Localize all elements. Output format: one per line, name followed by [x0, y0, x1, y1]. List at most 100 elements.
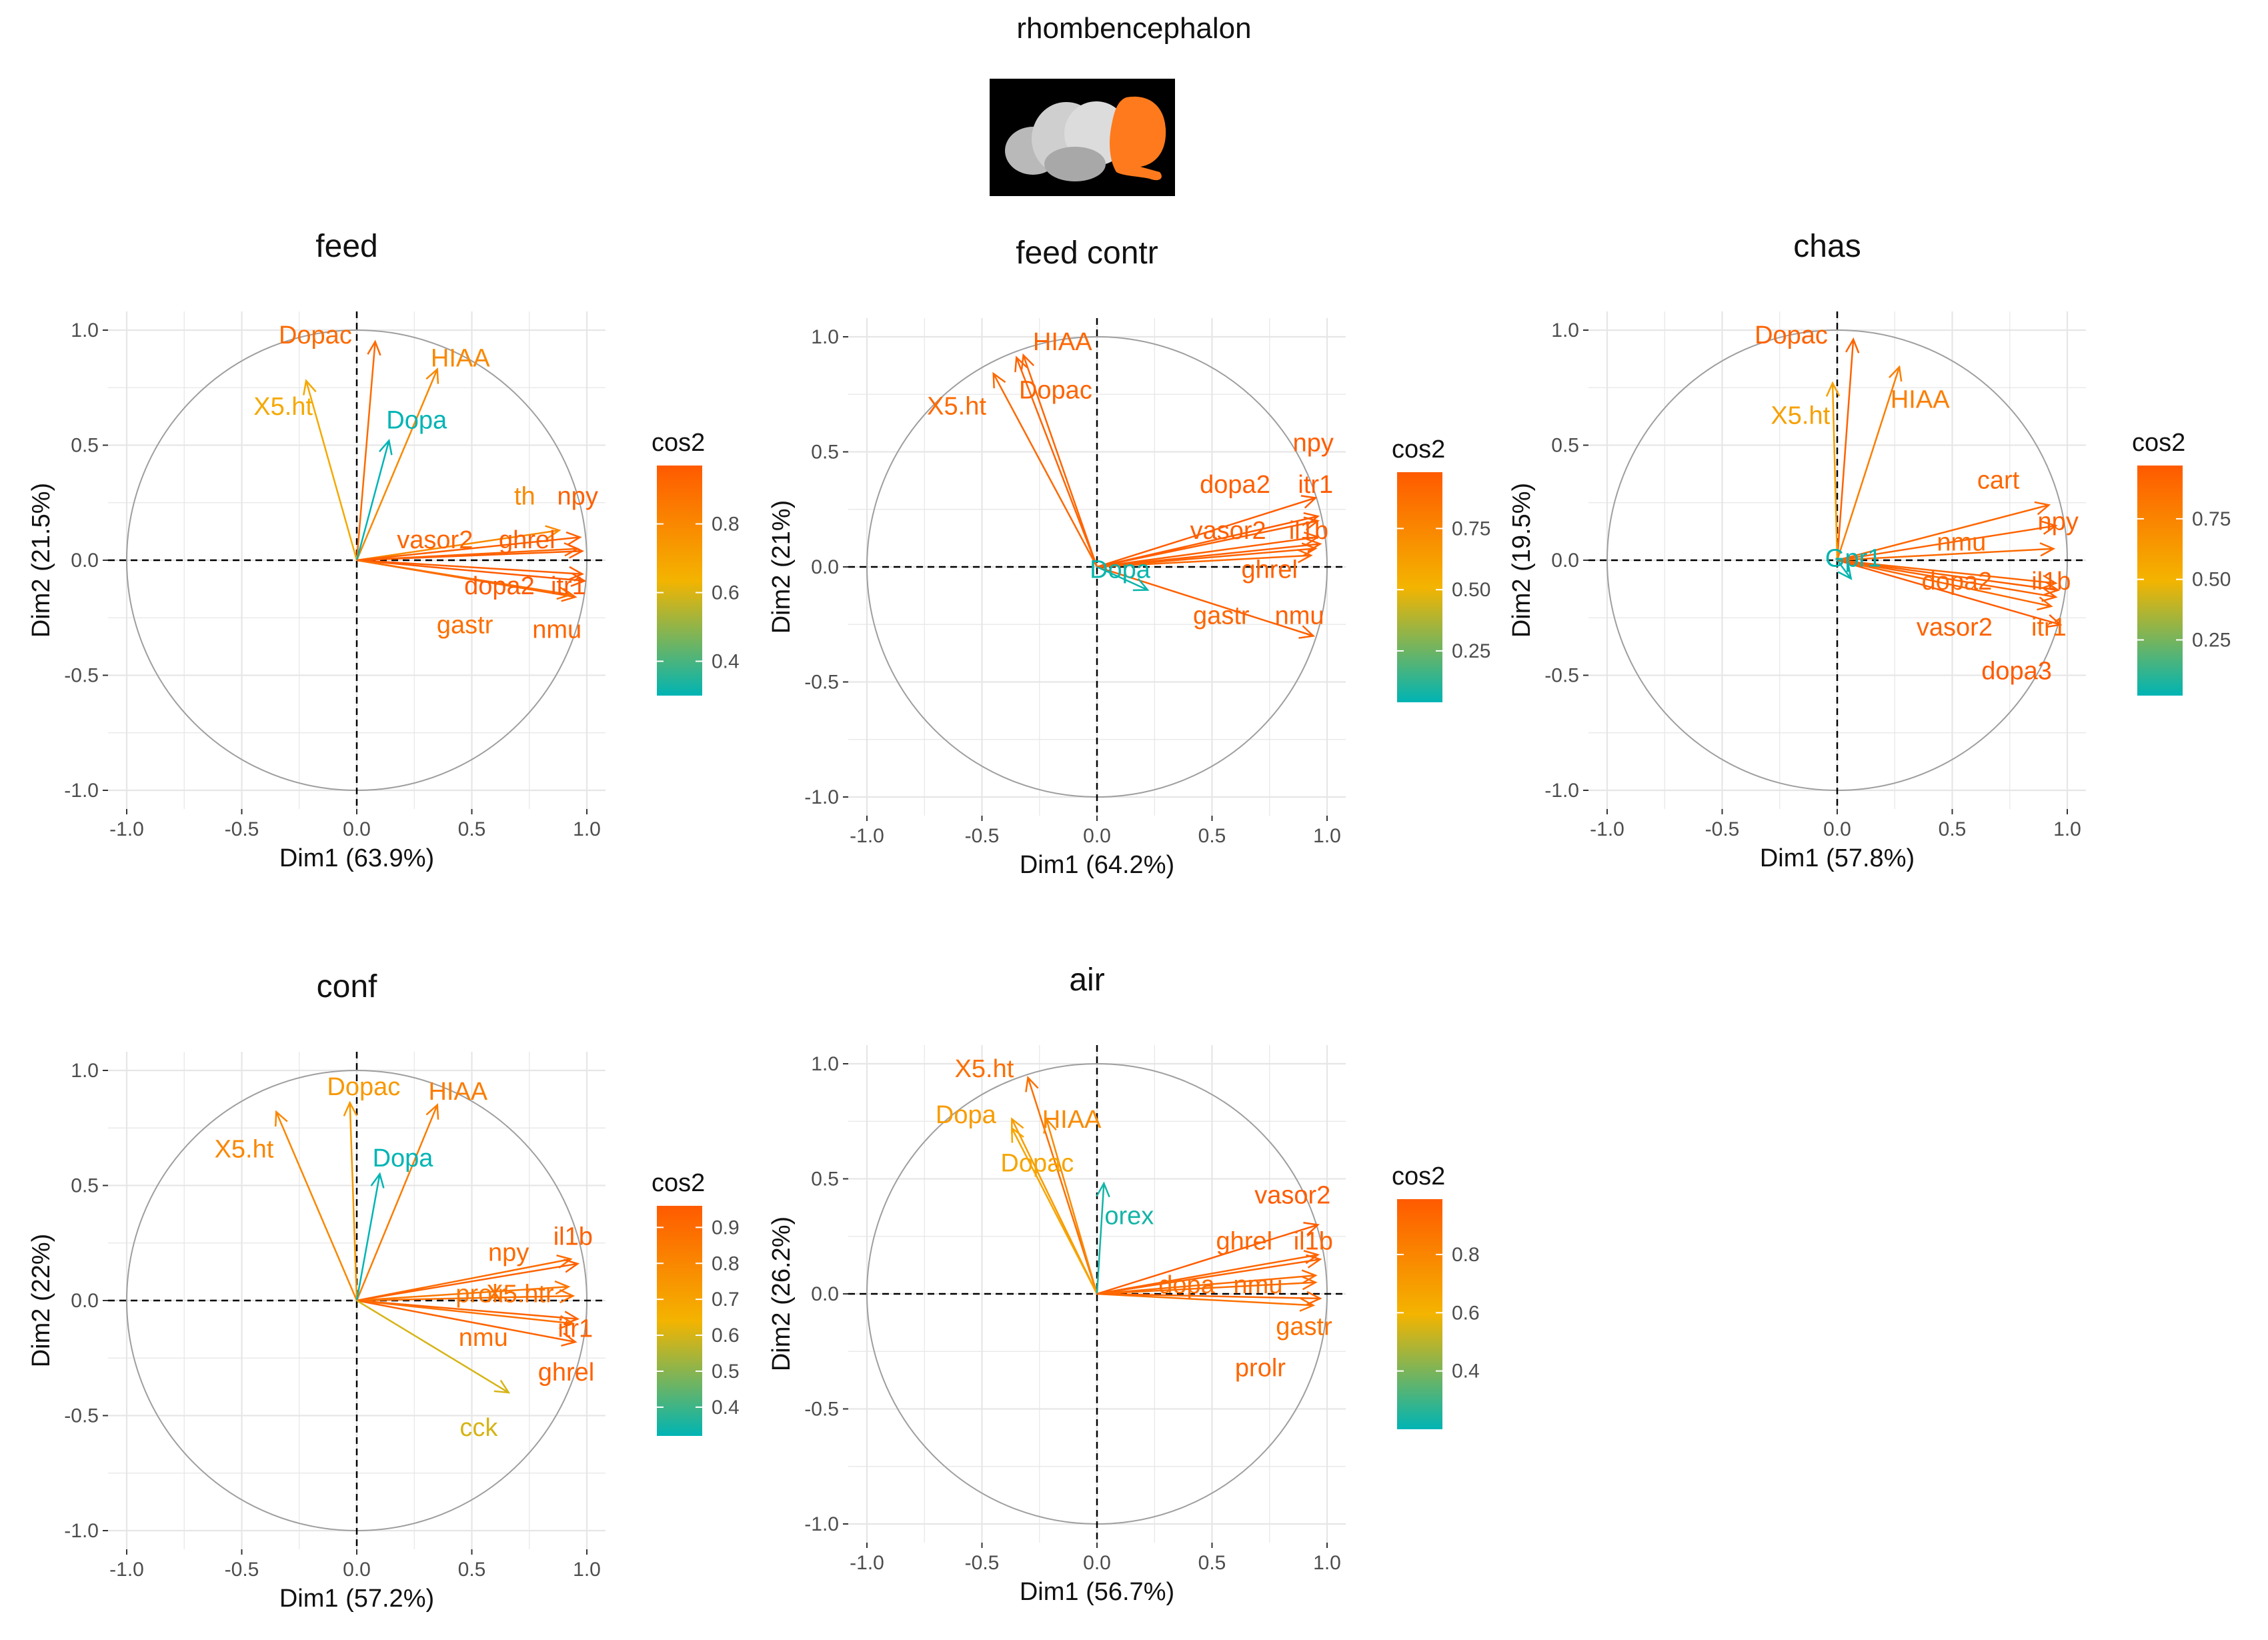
- variable-arrow: [1016, 357, 1098, 568]
- variable-arrowhead: [1306, 1291, 1322, 1306]
- legend-tick-label: 0.4: [712, 651, 740, 673]
- panel-chas: chas -1.0 -0.5 0.0 0.5 1.0 -1.0 -0.5 0.0 0.5 1.0 D…: [1480, 213, 2231, 907]
- y-tick-label: 0.0: [71, 550, 99, 572]
- variable-arrow: [355, 341, 376, 561]
- variable-arrow: [1096, 1293, 1314, 1307]
- variable-label: npy: [557, 482, 598, 510]
- legend-colorbar: [2137, 466, 2183, 696]
- x-axis-label: Dim1 (56.7%): [1020, 1578, 1174, 1606]
- variable-arrow: [356, 1299, 509, 1394]
- x-tick-label: -1.0: [850, 1552, 884, 1574]
- variable-label: X5.ht: [215, 1135, 274, 1163]
- variable-arrowhead: [556, 1255, 573, 1269]
- y-axis-label: Dim2 (22%): [27, 1234, 55, 1368]
- hypothalamus-shape: [1044, 147, 1106, 181]
- variable-arrowhead: [1011, 1126, 1024, 1143]
- variable-arrow: [1837, 559, 2056, 598]
- variable-arrowhead: [1300, 495, 1318, 509]
- x-axis-label: Dim1 (57.8%): [1760, 844, 1915, 872]
- variable-label: HIAA: [1891, 386, 1950, 414]
- variable-arrow: [1096, 1224, 1318, 1295]
- variable-arrowhead: [2034, 501, 2051, 516]
- y-axis-label: Dim2 (26.2%): [768, 1216, 796, 1371]
- variable-arrow: [355, 1174, 381, 1301]
- variable-arrowhead: [2041, 520, 2058, 535]
- y-tick-label: -0.5: [804, 672, 839, 694]
- y-tick-label: -0.5: [64, 1405, 99, 1427]
- variable-arrow: [1837, 548, 2054, 562]
- variable-label: itr1: [557, 1315, 593, 1343]
- variable-label: X5.ht: [1771, 402, 1830, 430]
- variable-arrow: [356, 1299, 574, 1325]
- variable-arrow: [356, 550, 583, 562]
- variable-arrow: [356, 1286, 569, 1302]
- variable-arrowhead: [554, 1280, 571, 1295]
- variable-label: itr1: [2031, 614, 2067, 642]
- variable-arrowhead: [378, 438, 393, 456]
- variable-arrowhead: [2041, 588, 2058, 602]
- variable-arrow: [356, 1263, 578, 1302]
- variable-label: nmu: [532, 616, 582, 644]
- legend-tick-label: 0.8: [1452, 1244, 1480, 1266]
- x-tick-label: -0.5: [225, 818, 259, 840]
- variable-arrowhead: [1025, 1075, 1039, 1092]
- variable-arrow: [356, 1295, 574, 1302]
- x-tick-label: 1.0: [1313, 1552, 1341, 1574]
- legend-colorbar: [1397, 1199, 1442, 1429]
- x-tick-label: 0.5: [458, 1559, 486, 1581]
- variable-arrowhead: [1014, 355, 1028, 373]
- legend-tick-label: 0.5: [712, 1361, 740, 1383]
- variable-arrowhead: [563, 1259, 580, 1273]
- y-tick-label: 0.5: [811, 442, 839, 464]
- x-tick-label: 0.0: [343, 1559, 371, 1581]
- variable-arrow: [1096, 566, 1148, 591]
- panel-title: conf: [316, 969, 377, 1004]
- y-axis-label: Dim2 (21%): [768, 500, 796, 634]
- correlation-circle-chart: -1.0 -0.5 0.0 0.5 1.0 -1.0 -0.5 0.0 0.5 1.0 Dim1 (…: [27, 1052, 740, 1613]
- variable-label: vasor2: [1917, 614, 1993, 642]
- y-tick-label: 1.0: [811, 1053, 839, 1075]
- variable-arrow: [1837, 560, 1852, 580]
- x-tick-label: 0.0: [1083, 1552, 1111, 1574]
- x-tick-label: 0.0: [1083, 825, 1111, 847]
- variable-label: prolr: [455, 1281, 506, 1309]
- variable-arrowhead: [570, 572, 587, 587]
- variable-arrow: [356, 536, 580, 562]
- variable-arrow: [1096, 536, 1318, 568]
- variable-arrowhead: [2045, 614, 2063, 628]
- x-tick-label: -0.5: [965, 1552, 1000, 1574]
- x-tick-label: 0.5: [458, 818, 486, 840]
- variable-arrow: [356, 1299, 578, 1320]
- figure-title: rhombencephalon: [1016, 12, 1252, 45]
- variable-arrowhead: [1889, 365, 1903, 382]
- x-axis-label: Dim1 (63.9%): [279, 844, 434, 872]
- y-tick-label: 0.5: [811, 1168, 839, 1190]
- variable-arrow: [1027, 1077, 1098, 1295]
- legend-tick-label: 0.9: [712, 1216, 740, 1239]
- variable-label: X5.htr: [486, 1281, 554, 1309]
- variable-arrow: [1837, 559, 2052, 608]
- x-axis-label: Dim1 (64.2%): [1020, 851, 1174, 879]
- y-tick-label: 1.0: [811, 326, 839, 348]
- variable-arrow: [1836, 339, 1855, 561]
- legend-tick-label: 0.8: [712, 1253, 740, 1275]
- variable-arrowhead: [1845, 337, 1860, 353]
- y-axis-label: Dim2 (19.5%): [1508, 483, 1536, 638]
- variable-arrow: [355, 369, 438, 561]
- variable-label: npy: [488, 1239, 529, 1267]
- variable-arrow: [355, 440, 390, 561]
- variable-arrowhead: [1132, 578, 1150, 592]
- correlation-circle-chart: -1.0 -0.5 0.0 0.5 1.0 -1.0 -0.5 0.0 0.5 1.0 Dim1 (…: [1508, 311, 2231, 872]
- variable-arrowhead: [561, 1333, 578, 1347]
- variable-arrow: [1096, 515, 1318, 568]
- y-tick-label: 0.0: [1551, 550, 1579, 572]
- variable-label: ghrel: [1242, 556, 1298, 584]
- variable-arrow: [356, 559, 583, 575]
- legend-tick-label: 0.6: [1452, 1302, 1480, 1324]
- variable-label: Dopa: [373, 1144, 434, 1172]
- x-tick-label: -1.0: [109, 1559, 144, 1581]
- x-tick-label: -0.5: [965, 825, 1000, 847]
- legend-tick-label: 0.50: [1452, 579, 1490, 601]
- x-tick-label: 1.0: [1313, 825, 1341, 847]
- variable-arrow: [1837, 559, 2056, 584]
